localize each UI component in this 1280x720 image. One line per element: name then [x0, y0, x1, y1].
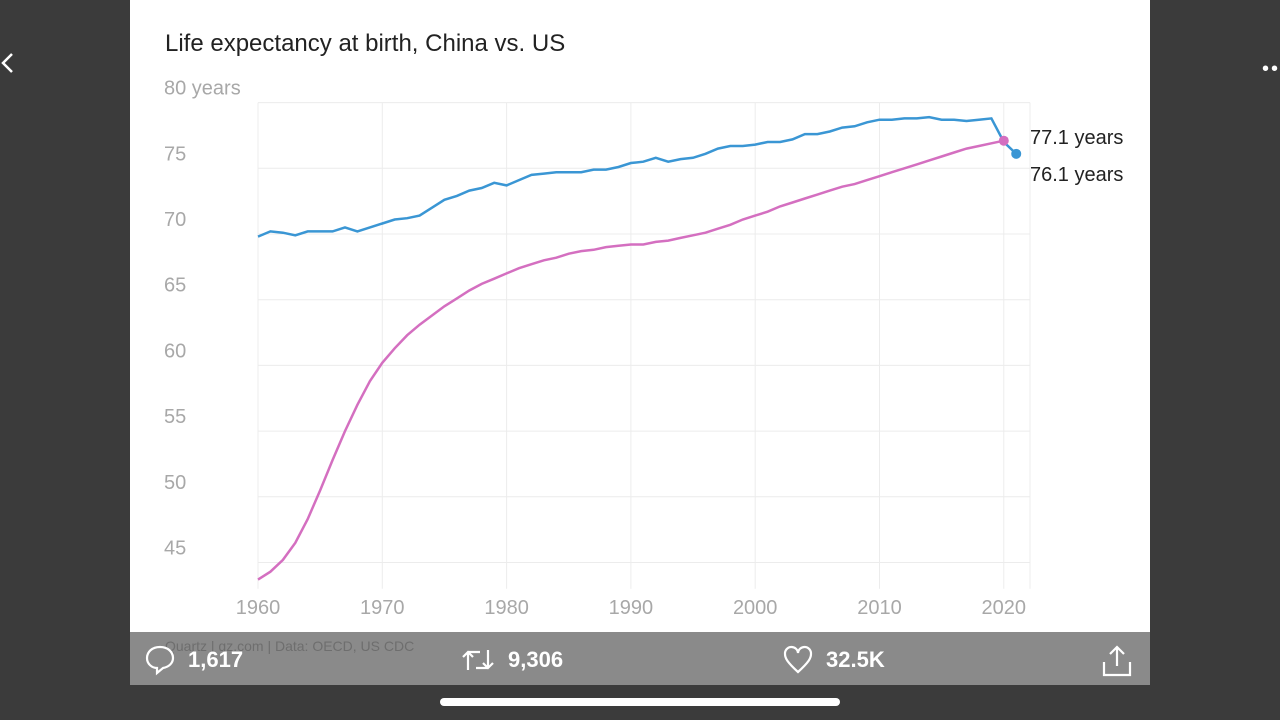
- home-indicator[interactable]: [440, 698, 840, 706]
- retweet-count: 9,306: [508, 647, 564, 672]
- share-button[interactable]: [1100, 644, 1134, 678]
- x-tick-label: 2010: [857, 597, 902, 619]
- chart-source: Quartz | qz.com | Data: OECD, US CDC: [165, 638, 415, 654]
- series-line: [257, 139, 1005, 581]
- x-tick-label: 2000: [733, 597, 778, 619]
- chart-card: Life expectancy at birth, China vs. US 1…: [130, 0, 1150, 632]
- series-line: [257, 115, 1018, 238]
- y-tick-label: 70: [164, 209, 186, 231]
- series-end-point: [1011, 148, 1022, 159]
- reply-count: 1,617: [188, 647, 244, 672]
- retweet-button[interactable]: 9,306: [460, 644, 563, 676]
- y-tick-label: 75: [164, 143, 186, 165]
- x-tick-label: 1990: [609, 597, 654, 619]
- y-tick-label: 80 years: [164, 78, 241, 100]
- x-tick-label: 2020: [982, 597, 1027, 619]
- chevron-left-icon[interactable]: [0, 50, 20, 78]
- x-tick-label: 1980: [484, 597, 528, 619]
- x-tick-label: 1970: [360, 597, 405, 619]
- line-chart: 1960 1970 1980 1990 2000 2010 2020 80 years 75 70…: [164, 78, 1123, 619]
- retweet-icon: [462, 650, 494, 670]
- like-button[interactable]: 32.5K: [782, 644, 885, 676]
- chart-title: Life expectancy at birth, China vs. US: [165, 30, 566, 57]
- comment-icon: [145, 645, 175, 676]
- y-tick-label: 65: [164, 275, 186, 297]
- series-end-label: 76.1 years: [1030, 164, 1123, 186]
- x-tick-label: 1960: [236, 597, 281, 619]
- ellipsis-icon[interactable]: ••: [1262, 58, 1280, 80]
- like-count: 32.5K: [826, 647, 885, 672]
- series-end-label: 77.1 years: [1030, 127, 1123, 149]
- share-icon: [1102, 645, 1132, 677]
- y-tick-label: 45: [164, 538, 186, 560]
- y-tick-label: 60: [164, 340, 186, 362]
- tweet-action-bar: Quartz | qz.com | Data: OECD, US CDC 1,6…: [130, 632, 1150, 685]
- heart-icon: [783, 645, 813, 674]
- y-tick-label: 55: [164, 406, 186, 428]
- y-tick-label: 50: [164, 472, 186, 494]
- series-end-point: [998, 135, 1009, 146]
- reply-button[interactable]: 1,617: [144, 644, 243, 676]
